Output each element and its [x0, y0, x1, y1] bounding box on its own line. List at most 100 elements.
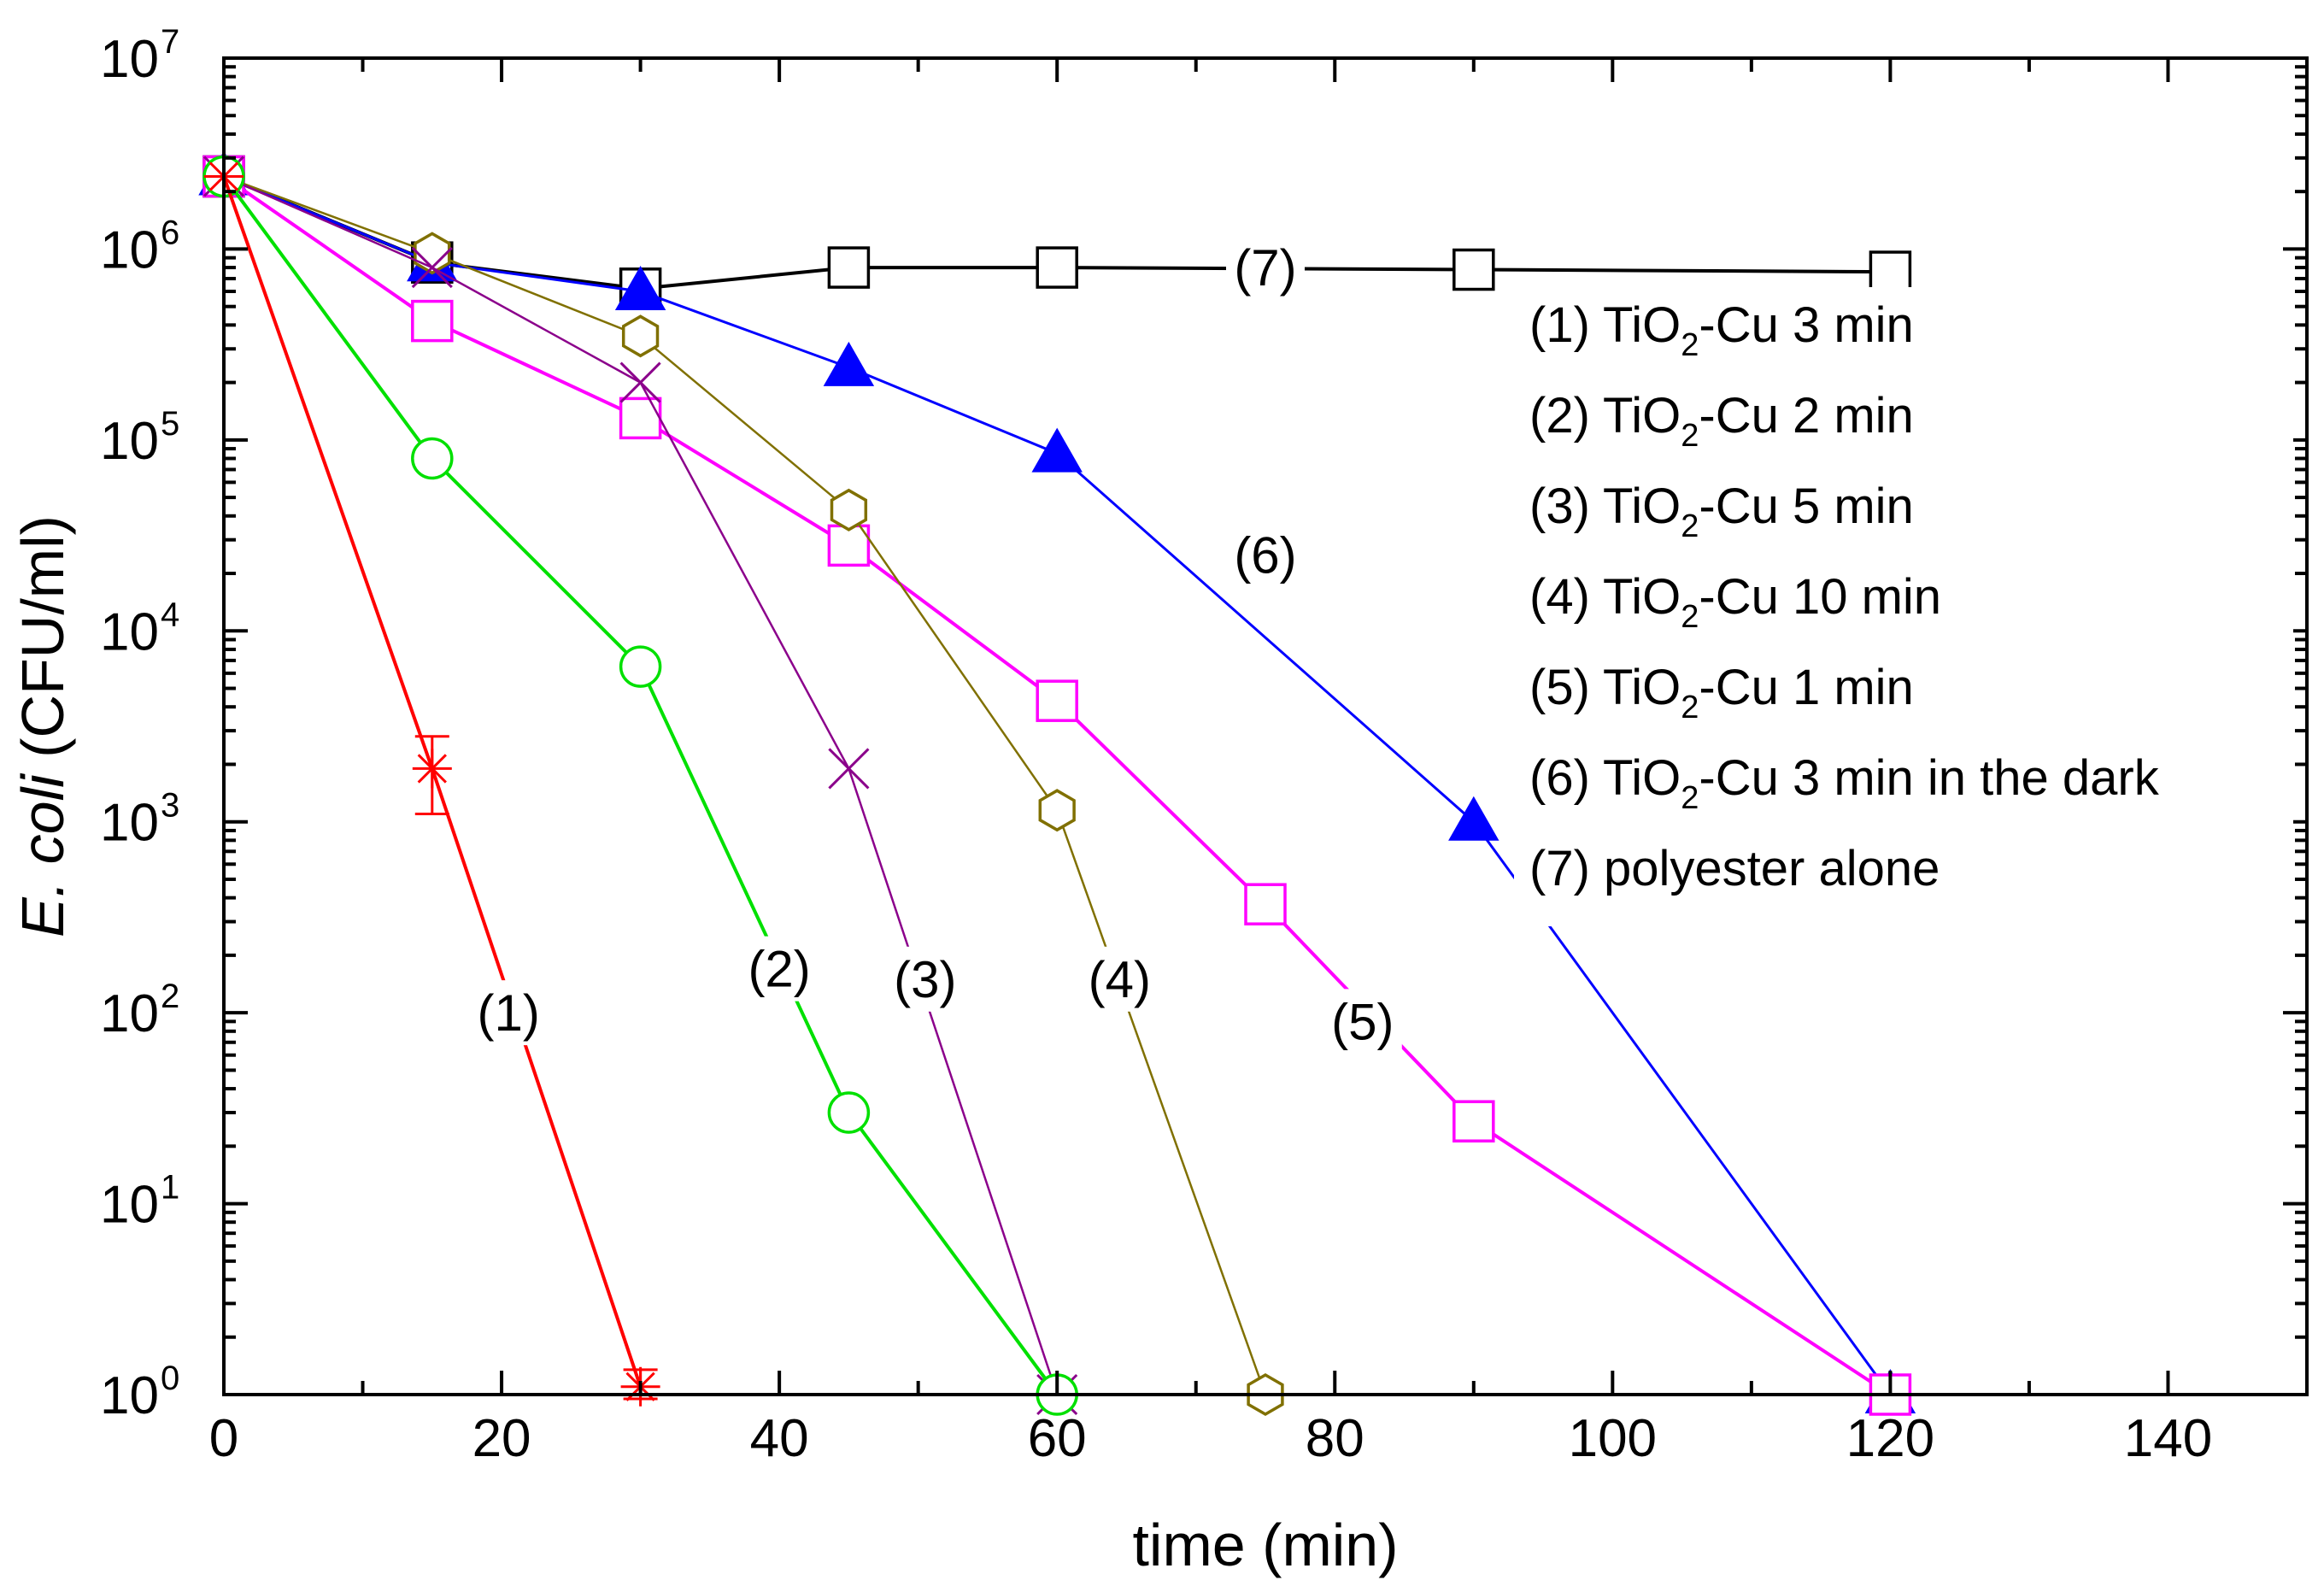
square-marker	[1452, 1100, 1495, 1143]
series-5-line	[222, 174, 1892, 1396]
square-marker	[1244, 883, 1287, 925]
y-tick-exponent: 6	[161, 214, 179, 251]
y-tick-label: 10	[100, 30, 159, 89]
series-1	[204, 156, 660, 1407]
y-tick-label: 10	[100, 1176, 159, 1235]
legend-entry-text: (5) TiO	[1529, 660, 1681, 715]
legend-bg	[1514, 287, 2293, 926]
series-2-line	[222, 175, 1059, 1396]
asterisk-marker	[412, 749, 452, 789]
square-marker	[619, 396, 662, 440]
curve-label-bg	[1226, 522, 1305, 588]
legend-entry-subscript: 2	[1681, 599, 1699, 635]
x-marker-stroke	[619, 361, 661, 403]
series-3-line	[223, 175, 1059, 1395]
curve-label: (4)	[1080, 946, 1159, 1012]
triangle-marker	[614, 265, 666, 310]
y-axis-title-unit: (CFU/ml)	[9, 515, 76, 758]
curve-label-text: (5)	[1331, 993, 1394, 1050]
legend-entry-6: (6) TiO2-Cu 3 min in the dark	[1529, 750, 2160, 816]
legend-entry-suffix: -Cu 1 min	[1699, 660, 1913, 715]
legend-entry-subscript: 2	[1681, 780, 1699, 816]
legend-entry-subscript: 2	[1681, 508, 1699, 544]
circle-marker	[411, 437, 454, 480]
square-marker	[827, 246, 871, 289]
x-marker-stroke	[411, 247, 453, 289]
curve-label-text: (7)	[1234, 239, 1296, 297]
legend-entry-text: (3) TiO	[1529, 479, 1681, 534]
curve-label-text: (6)	[1234, 526, 1296, 584]
legend-entry-1: (1) TiO2-Cu 3 min	[1529, 297, 1914, 363]
series-4-line	[223, 175, 1267, 1395]
curve-label: (1)	[469, 980, 549, 1046]
x-marker	[411, 247, 453, 289]
curve-label-bg	[1323, 989, 1402, 1054]
x-axis-title: time (min)	[1132, 1512, 1398, 1578]
x-axis-ticks: 0 20 40 60 80 100 120 140	[209, 58, 2309, 1468]
legend-entry-subscript: 2	[1681, 690, 1699, 725]
curve-label: (5)	[1323, 989, 1402, 1054]
legend: (1) TiO2-Cu 3 min(2) TiO2-Cu 2 min(3) Ti…	[1514, 287, 2293, 926]
y-tick-label: 10	[100, 220, 159, 279]
curve-label-bg	[1226, 235, 1305, 301]
legend-entry-suffix: -Cu 2 min	[1699, 388, 1913, 443]
y-tick-label: 10	[100, 1366, 159, 1425]
legend-entry-2: (2) TiO2-Cu 2 min	[1529, 388, 1914, 454]
y-tick-label: 10	[100, 412, 159, 471]
legend-entry-suffix: -Cu 3 min in the dark	[1699, 750, 2159, 806]
curve-label: (3)	[885, 946, 965, 1012]
hexagon-marker	[621, 314, 660, 358]
legend-entry-4: (4) TiO2-Cu 10 min	[1529, 569, 1941, 635]
x-tick-label: 140	[2124, 1409, 2212, 1468]
x-tick-label: 120	[1846, 1409, 1934, 1468]
plot-frame	[222, 56, 2309, 1396]
square-marker	[1869, 250, 1912, 293]
x-tick-label: 20	[472, 1409, 531, 1468]
y-tick-exponent: 0	[161, 1360, 179, 1397]
legend-entry-suffix: -Cu 3 min	[1699, 297, 1913, 353]
y-tick-label: 10	[100, 794, 159, 853]
triangle-marker	[1031, 427, 1083, 473]
y-tick-exponent: 7	[161, 23, 179, 61]
curve-label-text: (2)	[748, 941, 810, 998]
square-marker	[1452, 248, 1495, 291]
y-tick-exponent: 1	[161, 1169, 179, 1207]
series-4	[205, 155, 1284, 1417]
x-marker-stroke	[828, 748, 870, 790]
triangle-marker	[1448, 796, 1499, 841]
y-tick-exponent: 5	[161, 405, 179, 443]
curve-label: (2)	[740, 936, 819, 1002]
curve-label-text: (4)	[1089, 951, 1151, 1008]
legend-entry-3: (3) TiO2-Cu 5 min	[1529, 479, 1914, 544]
triangle-marker	[823, 341, 875, 386]
y-tick-exponent: 4	[161, 596, 179, 633]
curve-label-bg	[885, 946, 965, 1012]
x-tick-label: 60	[1028, 1409, 1087, 1468]
hexagon-marker	[830, 488, 868, 532]
x-marker	[828, 748, 870, 790]
y-tick-exponent: 3	[161, 787, 179, 825]
curve-label: (6)	[1226, 522, 1305, 588]
legend-entry-text: (6) TiO	[1529, 750, 1681, 806]
square-marker	[411, 299, 454, 343]
legend-entry-text: (2) TiO	[1529, 388, 1681, 443]
y-axis-title-spacer	[9, 758, 76, 774]
y-tick-label: 10	[100, 602, 159, 661]
x-marker	[619, 361, 661, 403]
legend-entry-subscript: 2	[1681, 418, 1699, 454]
curve-label-text: (1)	[478, 984, 540, 1042]
x-tick-label: 40	[750, 1409, 809, 1468]
curve-label-bg	[469, 980, 549, 1046]
curve-labels-layer: (1) (2) (3) (4) (5) (6) (7)	[469, 235, 1402, 1054]
legend-entry-text: (4) TiO	[1529, 569, 1681, 625]
x-tick-label: 80	[1306, 1409, 1364, 1468]
hexagon-marker	[1038, 789, 1076, 832]
legend-entry-text: (1) TiO	[1529, 297, 1681, 353]
series-7	[202, 155, 1912, 310]
square-marker	[827, 524, 871, 567]
y-tick-exponent: 2	[161, 978, 179, 1015]
legend-entry-text: (7) polyester alone	[1529, 841, 1940, 896]
x-tick-label: 100	[1569, 1409, 1657, 1468]
curve-label-bg	[740, 936, 819, 1002]
